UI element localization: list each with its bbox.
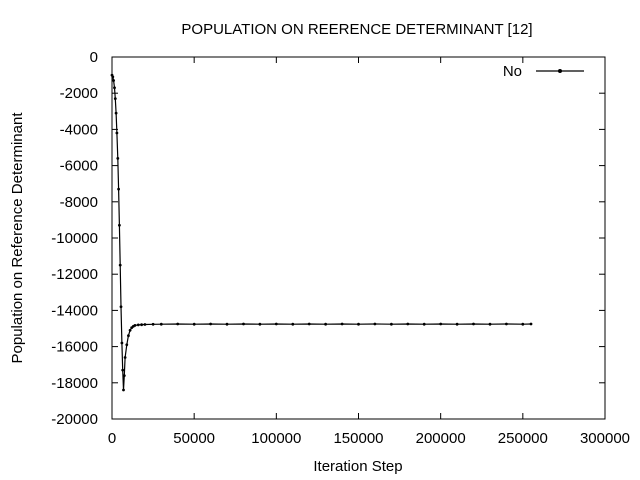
data-point xyxy=(455,322,459,326)
y-axis: 0 -2000 -4000 -6000 -8000 -10000 -12000 -14000 -… xyxy=(51,49,605,428)
data-point xyxy=(140,323,144,327)
data-point xyxy=(151,322,155,326)
y-tick-label: -18000 xyxy=(51,375,98,392)
x-axis-label: Iteration Step xyxy=(313,458,402,475)
data-point xyxy=(114,111,118,115)
data-point xyxy=(307,322,311,326)
legend-marker xyxy=(558,69,562,73)
data-point xyxy=(505,322,508,326)
data-point xyxy=(113,86,116,90)
data-point xyxy=(133,324,137,327)
data-point xyxy=(274,322,278,326)
data-point xyxy=(119,305,123,309)
data-point xyxy=(115,131,119,135)
y-tick-label: -16000 xyxy=(51,339,98,356)
legend-label: No xyxy=(503,63,522,80)
y-tick-label: -6000 xyxy=(60,158,98,175)
data-point xyxy=(209,322,213,326)
data-point xyxy=(472,322,475,326)
data-point xyxy=(143,323,147,326)
x-tick-label: 300000 xyxy=(580,430,630,447)
data-point xyxy=(192,322,196,326)
data-point xyxy=(529,322,533,326)
series-line xyxy=(111,74,532,391)
data-point xyxy=(128,328,132,332)
y-tick-label: 0 xyxy=(90,49,98,66)
x-tick-label: 150000 xyxy=(333,430,383,447)
data-point xyxy=(258,322,262,326)
data-point xyxy=(121,368,125,372)
data-point xyxy=(117,187,120,191)
data-point xyxy=(439,322,443,326)
data-point xyxy=(324,322,327,326)
x-tick-label: 250000 xyxy=(498,430,548,447)
y-tick-label: -12000 xyxy=(51,266,98,283)
y-tick-label: -14000 xyxy=(51,302,98,319)
data-point xyxy=(126,334,130,338)
data-point xyxy=(159,322,163,326)
data-point xyxy=(422,322,426,326)
data-point xyxy=(521,322,525,326)
data-point xyxy=(373,322,377,326)
y-tick-label: -20000 xyxy=(51,411,98,428)
legend: No xyxy=(503,63,584,80)
x-tick-label: 200000 xyxy=(416,430,466,447)
data-point xyxy=(116,157,120,160)
data-point xyxy=(112,79,115,82)
data-point xyxy=(123,356,127,359)
y-tick-label: -8000 xyxy=(60,194,98,211)
data-point xyxy=(118,223,121,227)
data-point xyxy=(291,322,295,326)
data-point xyxy=(225,322,229,326)
data-point xyxy=(122,374,126,377)
chart-title: POPULATION ON REERENCE DETERMINANT [12] xyxy=(181,21,532,38)
data-point xyxy=(390,322,393,326)
data-point xyxy=(120,341,124,345)
x-tick-label: 0 xyxy=(108,430,116,447)
y-tick-label: -2000 xyxy=(60,85,98,102)
data-point xyxy=(357,322,360,326)
y-tick-label: -4000 xyxy=(60,121,98,138)
data-point xyxy=(113,97,117,100)
x-axis: 0 50000 100000 150000 200000 250000 300000 xyxy=(108,57,630,447)
data-point xyxy=(340,322,344,326)
data-point xyxy=(406,322,410,326)
data-point xyxy=(176,322,180,326)
x-tick-label: 100000 xyxy=(251,430,301,447)
y-tick-label: -10000 xyxy=(51,230,98,247)
data-point xyxy=(118,263,122,267)
data-point xyxy=(122,388,125,392)
series-layer xyxy=(110,73,533,392)
data-point xyxy=(242,322,245,326)
data-point xyxy=(111,75,115,79)
x-tick-label: 50000 xyxy=(173,430,215,447)
y-axis-label: Population on Reference Determinant xyxy=(9,112,26,364)
plot-frame xyxy=(111,56,606,420)
data-point xyxy=(488,322,492,326)
data-point xyxy=(125,343,129,347)
data-point xyxy=(136,323,140,327)
